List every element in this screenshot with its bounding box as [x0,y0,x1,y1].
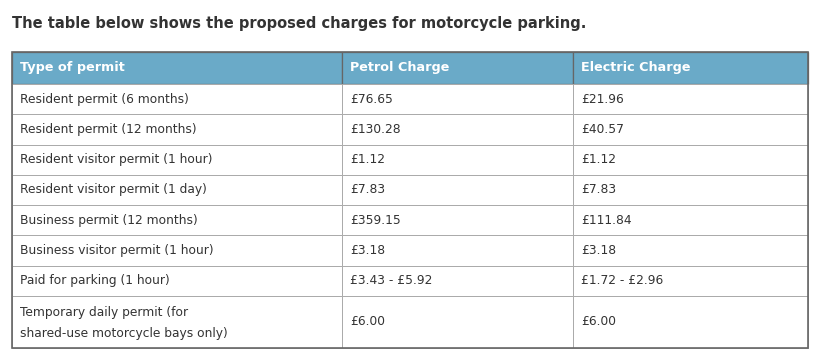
Text: Resident permit (6 months): Resident permit (6 months) [20,93,188,106]
Bar [342,296,572,348]
Text: Paid for parking (1 hour): Paid for parking (1 hour) [20,274,170,287]
Bar [12,266,342,296]
Bar [572,145,807,175]
Bar [12,235,342,266]
Text: £1.72 - £2.96: £1.72 - £2.96 [581,274,663,287]
Bar [342,266,572,296]
Text: Resident visitor permit (1 hour): Resident visitor permit (1 hour) [20,153,212,166]
Bar [342,205,572,235]
Bar [342,175,572,205]
Bar [12,52,342,84]
Bar [12,145,342,175]
Text: £6.00: £6.00 [581,315,615,329]
Text: £1.12: £1.12 [581,153,615,166]
Text: £359.15: £359.15 [350,214,400,227]
Bar [12,52,807,348]
Text: Resident visitor permit (1 day): Resident visitor permit (1 day) [20,183,206,197]
Text: Business visitor permit (1 hour): Business visitor permit (1 hour) [20,244,214,257]
Bar [572,235,807,266]
Bar [572,114,807,145]
Bar [572,52,807,84]
Bar [342,145,572,175]
Bar [12,205,342,235]
Text: £6.00: £6.00 [350,315,385,329]
Bar [572,296,807,348]
Text: £7.83: £7.83 [581,183,616,197]
Text: £3.18: £3.18 [581,244,616,257]
Bar [12,114,342,145]
Bar [572,205,807,235]
Text: The table below shows the proposed charges for motorcycle parking.: The table below shows the proposed charg… [12,16,586,31]
Text: Petrol Charge: Petrol Charge [350,62,449,74]
Text: Business permit (12 months): Business permit (12 months) [20,214,197,227]
Text: £1.12: £1.12 [350,153,385,166]
Text: £40.57: £40.57 [581,123,623,136]
Text: Temporary daily permit (for: Temporary daily permit (for [20,306,188,319]
Bar [572,266,807,296]
Bar [342,52,572,84]
Bar [342,114,572,145]
Text: Electric Charge: Electric Charge [581,62,690,74]
Text: £130.28: £130.28 [350,123,400,136]
Text: shared-use motorcycle bays only): shared-use motorcycle bays only) [20,327,228,340]
Text: £111.84: £111.84 [581,214,631,227]
Bar [342,84,572,114]
Text: £76.65: £76.65 [350,93,393,106]
Bar [12,175,342,205]
Bar [12,296,342,348]
Bar [342,235,572,266]
Text: £3.43 - £5.92: £3.43 - £5.92 [350,274,432,287]
Bar [12,84,342,114]
Text: £7.83: £7.83 [350,183,385,197]
Bar [572,84,807,114]
Bar [572,175,807,205]
Text: Resident permit (12 months): Resident permit (12 months) [20,123,197,136]
Text: Type of permit: Type of permit [20,62,124,74]
Text: £3.18: £3.18 [350,244,385,257]
Text: £21.96: £21.96 [581,93,623,106]
